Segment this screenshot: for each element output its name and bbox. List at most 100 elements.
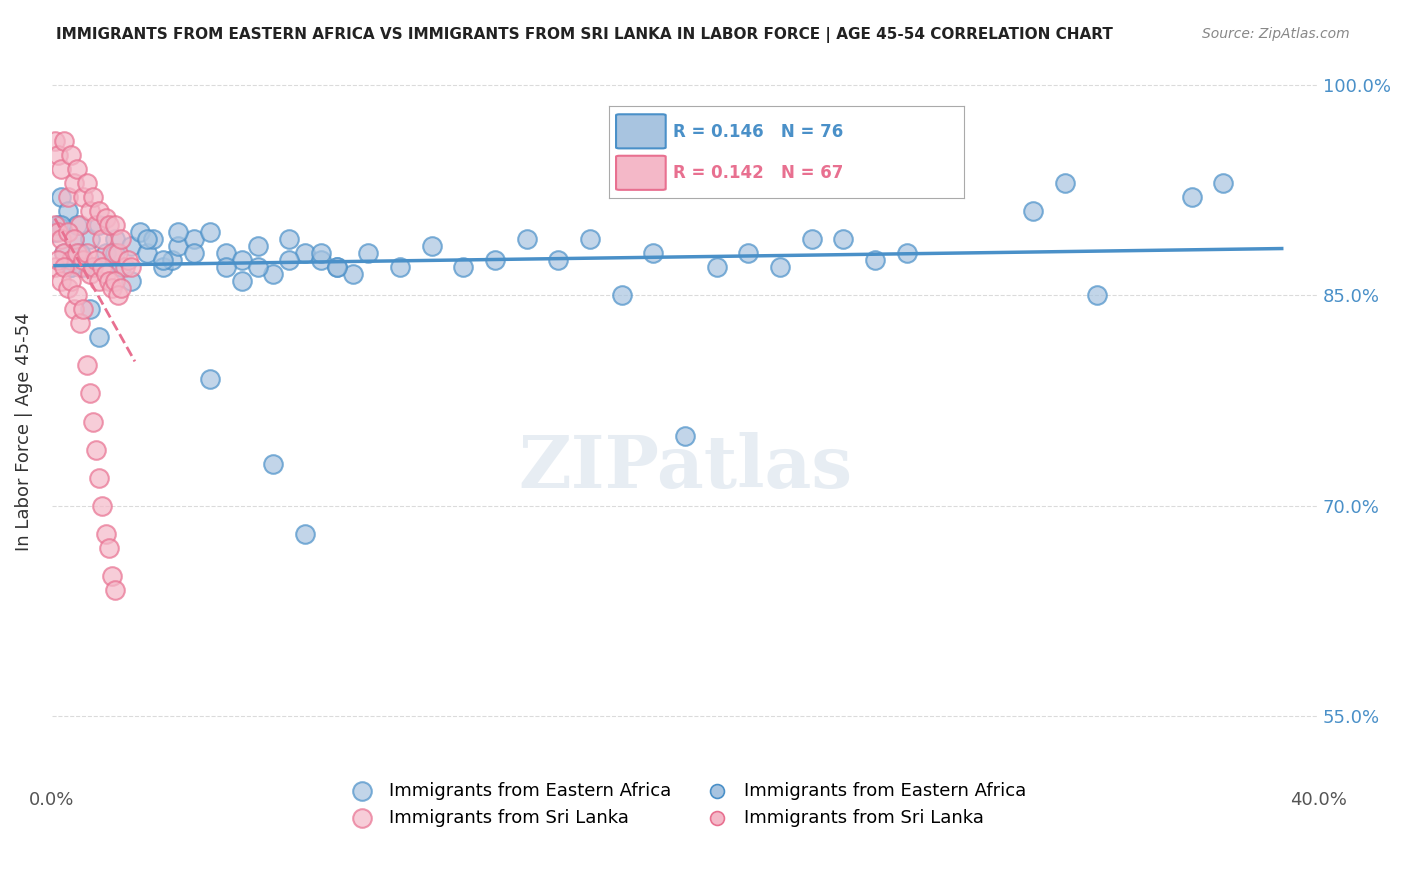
Immigrants from Eastern Africa: [278, 232, 301, 246]
Immigrants from Sri Lanka: [94, 211, 117, 225]
Immigrants from Eastern Africa: [547, 253, 569, 268]
Immigrants from Eastern Africa: [120, 239, 142, 253]
Immigrants from Eastern Africa: [198, 225, 221, 239]
Immigrants from Eastern Africa: [120, 274, 142, 288]
Immigrants from Sri Lanka: [63, 302, 86, 317]
Immigrants from Eastern Africa: [832, 232, 855, 246]
Immigrants from Sri Lanka: [89, 274, 111, 288]
Immigrants from Eastern Africa: [152, 253, 174, 268]
Immigrants from Sri Lanka: [79, 204, 101, 219]
Immigrants from Sri Lanka: [84, 442, 107, 457]
Immigrants from Sri Lanka: [53, 260, 76, 274]
Immigrants from Eastern Africa: [896, 246, 918, 260]
Immigrants from Eastern Africa: [706, 260, 728, 274]
Immigrants from Sri Lanka: [101, 569, 124, 583]
Y-axis label: In Labor Force | Age 45-54: In Labor Force | Age 45-54: [15, 313, 32, 551]
Immigrants from Eastern Africa: [215, 246, 238, 260]
Immigrants from Sri Lanka: [89, 471, 111, 485]
Text: Source: ZipAtlas.com: Source: ZipAtlas.com: [1202, 27, 1350, 41]
Immigrants from Sri Lanka: [76, 176, 98, 190]
Immigrants from Eastern Africa: [278, 253, 301, 268]
Immigrants from Sri Lanka: [114, 260, 136, 274]
Immigrants from Eastern Africa: [104, 246, 127, 260]
Immigrants from Eastern Africa: [325, 260, 347, 274]
Immigrants from Eastern Africa: [246, 260, 269, 274]
Immigrants from Sri Lanka: [110, 281, 132, 295]
Immigrants from Eastern Africa: [516, 232, 538, 246]
Immigrants from Sri Lanka: [63, 176, 86, 190]
Immigrants from Sri Lanka: [104, 274, 127, 288]
Immigrants from Sri Lanka: [91, 499, 114, 513]
Immigrants from Eastern Africa: [246, 239, 269, 253]
Immigrants from Sri Lanka: [66, 246, 89, 260]
Immigrants from Sri Lanka: [82, 190, 104, 204]
Immigrants from Sri Lanka: [72, 253, 94, 268]
Immigrants from Eastern Africa: [59, 260, 82, 274]
Immigrants from Sri Lanka: [69, 316, 91, 330]
Immigrants from Sri Lanka: [53, 246, 76, 260]
Immigrants from Eastern Africa: [46, 218, 69, 232]
Immigrants from Eastern Africa: [231, 274, 253, 288]
Immigrants from Sri Lanka: [97, 218, 120, 232]
Text: ZIPatlas: ZIPatlas: [517, 432, 852, 503]
Immigrants from Sri Lanka: [72, 302, 94, 317]
Immigrants from Sri Lanka: [66, 161, 89, 176]
Immigrants from Eastern Africa: [342, 267, 364, 281]
Immigrants from Eastern Africa: [1180, 190, 1202, 204]
Immigrants from Eastern Africa: [135, 246, 157, 260]
Immigrants from Eastern Africa: [309, 246, 332, 260]
Immigrants from Sri Lanka: [51, 232, 73, 246]
Immigrants from Eastern Africa: [1212, 176, 1234, 190]
Immigrants from Eastern Africa: [863, 253, 886, 268]
Immigrants from Sri Lanka: [46, 225, 69, 239]
Immigrants from Eastern Africa: [737, 246, 759, 260]
Immigrants from Eastern Africa: [1022, 204, 1045, 219]
Immigrants from Eastern Africa: [129, 225, 152, 239]
Immigrants from Eastern Africa: [643, 246, 665, 260]
Immigrants from Eastern Africa: [94, 246, 117, 260]
Immigrants from Eastern Africa: [167, 239, 190, 253]
Immigrants from Eastern Africa: [183, 232, 205, 246]
Immigrants from Sri Lanka: [59, 148, 82, 162]
Immigrants from Sri Lanka: [76, 359, 98, 373]
Immigrants from Sri Lanka: [56, 190, 79, 204]
Immigrants from Eastern Africa: [357, 246, 380, 260]
Immigrants from Eastern Africa: [294, 526, 316, 541]
Immigrants from Eastern Africa: [104, 232, 127, 246]
Immigrants from Eastern Africa: [89, 330, 111, 344]
Immigrants from Eastern Africa: [66, 218, 89, 232]
Immigrants from Eastern Africa: [69, 246, 91, 260]
Immigrants from Eastern Africa: [388, 260, 411, 274]
Immigrants from Sri Lanka: [51, 161, 73, 176]
Immigrants from Eastern Africa: [63, 232, 86, 246]
Immigrants from Eastern Africa: [198, 372, 221, 386]
Immigrants from Eastern Africa: [79, 302, 101, 317]
Immigrants from Eastern Africa: [89, 218, 111, 232]
Immigrants from Sri Lanka: [69, 218, 91, 232]
Immigrants from Sri Lanka: [107, 288, 129, 302]
Immigrants from Sri Lanka: [97, 541, 120, 555]
Immigrants from Eastern Africa: [59, 260, 82, 274]
Immigrants from Sri Lanka: [91, 232, 114, 246]
Immigrants from Sri Lanka: [59, 253, 82, 268]
Legend: Immigrants from Eastern Africa, Immigrants from Sri Lanka, Immigrants from Easte: Immigrants from Eastern Africa, Immigran…: [337, 774, 1033, 834]
Immigrants from Sri Lanka: [94, 267, 117, 281]
Immigrants from Sri Lanka: [66, 288, 89, 302]
Immigrants from Eastern Africa: [262, 267, 284, 281]
Immigrants from Sri Lanka: [63, 232, 86, 246]
Immigrants from Sri Lanka: [44, 134, 66, 148]
Immigrants from Eastern Africa: [231, 253, 253, 268]
Immigrants from Sri Lanka: [53, 134, 76, 148]
Immigrants from Eastern Africa: [79, 232, 101, 246]
Immigrants from Eastern Africa: [1053, 176, 1076, 190]
Immigrants from Eastern Africa: [56, 204, 79, 219]
Immigrants from Sri Lanka: [107, 246, 129, 260]
Immigrants from Eastern Africa: [152, 260, 174, 274]
Immigrants from Sri Lanka: [91, 260, 114, 274]
Immigrants from Sri Lanka: [56, 281, 79, 295]
Immigrants from Sri Lanka: [44, 218, 66, 232]
Immigrants from Eastern Africa: [183, 246, 205, 260]
Immigrants from Eastern Africa: [135, 232, 157, 246]
Immigrants from Eastern Africa: [51, 190, 73, 204]
Immigrants from Eastern Africa: [294, 246, 316, 260]
